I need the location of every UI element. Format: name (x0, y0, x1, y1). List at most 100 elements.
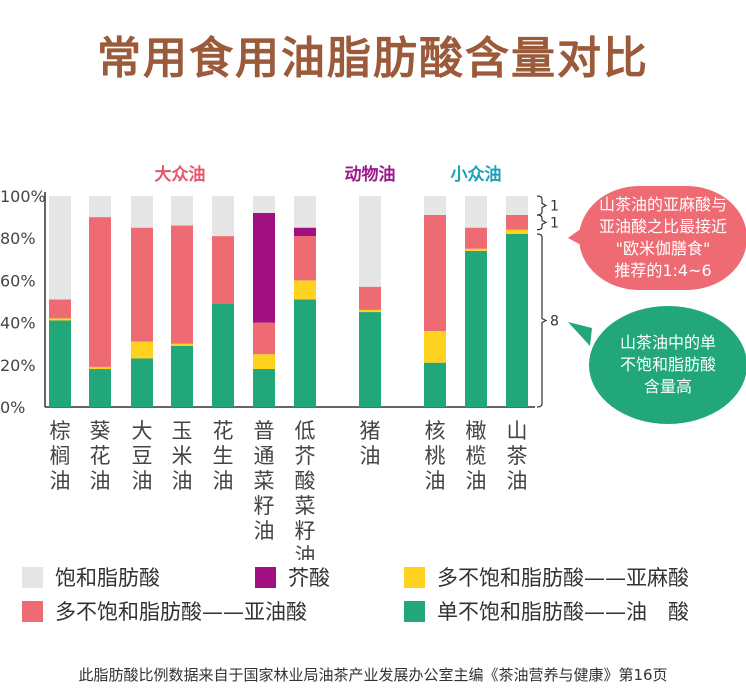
bar-segment (294, 299, 316, 407)
bar-segment (89, 369, 111, 407)
bar-segment (212, 303, 234, 407)
x-category-label: 菜 (295, 494, 316, 518)
annotation-bubble-monounsaturated: 山茶油中的单 不饱和脂肪酸 含量高 (589, 306, 746, 424)
x-category-label: 油 (295, 544, 316, 560)
legend-item-oleic: 单不饱和脂肪酸——油 酸 (404, 596, 689, 626)
bar-segment (465, 227, 487, 249)
bar-segment (89, 366, 111, 370)
bracket-label: 1 (550, 215, 559, 231)
x-category-label: 山 (507, 419, 528, 443)
bar-segment (212, 196, 234, 237)
x-category-label: 油 (172, 469, 193, 493)
legend-swatch-saturated (22, 566, 43, 588)
bar-segment (506, 229, 528, 234)
annotation-bubble-ratio: 山茶油的亚麻酸与 亚油酸之比最接近 "欧米伽膳食" 推荐的1:4~6 (579, 186, 746, 290)
y-tick-label: 60% (0, 271, 36, 290)
bar-segment (294, 227, 316, 237)
bubble-bottom-line-1: 山茶油中的单 (619, 333, 716, 352)
bracket-label: 1 (550, 198, 559, 214)
x-category-label: 橄 (466, 419, 487, 443)
bar-segment (253, 354, 275, 370)
x-category-label: 生 (213, 444, 234, 468)
x-category-label: 油 (507, 469, 528, 493)
x-category-label: 油 (360, 444, 381, 468)
y-tick-label: 0% (0, 398, 25, 417)
x-category-label: 核 (425, 419, 446, 443)
y-tick-label: 40% (0, 314, 36, 333)
bubble-top-line-3: "欧米伽膳食" (615, 239, 711, 258)
bar-segment (171, 196, 193, 226)
bar-segment (253, 212, 275, 323)
bar-segment (359, 312, 381, 407)
legend-label-linolenic: 多不饱和脂肪酸——亚麻酸 (437, 566, 689, 590)
bar-segment (253, 322, 275, 355)
legend-item-erucic: 芥酸 (255, 562, 330, 592)
bar-segment (506, 233, 528, 407)
bar-segment (49, 299, 71, 319)
x-category-label: 芥 (295, 444, 316, 468)
bar-segment (131, 358, 153, 407)
x-category-label: 猪 (360, 419, 381, 443)
bar-segment (253, 369, 275, 407)
bar-segment (212, 236, 234, 304)
y-tick-label: 80% (0, 229, 36, 248)
bar-segment (294, 280, 316, 300)
x-category-label: 油 (466, 469, 487, 493)
bar-segment (359, 196, 381, 287)
bar-segment (424, 196, 446, 215)
x-category-label: 葵 (90, 419, 111, 443)
bar-segment (359, 286, 381, 310)
bar-segment (465, 196, 487, 228)
x-category-label: 油 (132, 469, 153, 493)
x-category-label: 酸 (295, 469, 316, 493)
bar-segment (171, 225, 193, 344)
legend-label-erucic: 芥酸 (288, 566, 330, 590)
legend-swatch-linoleic (22, 600, 43, 622)
legend-swatch-linolenic (404, 566, 425, 588)
bubble-bottom-line-2: 不饱和脂肪酸 (619, 355, 716, 374)
x-category-label: 菜 (254, 469, 275, 493)
bar-segment (424, 214, 446, 332)
bar-segment (294, 196, 316, 228)
x-category-label: 花 (213, 419, 234, 443)
x-category-label: 油 (90, 469, 111, 493)
legend-swatch-oleic (404, 600, 425, 622)
x-category-label: 油 (425, 469, 446, 493)
source-note: 此脂肪酸比例数据来自于国家林业局油茶产业发展办公室主编《茶油营养与健康》第16页 (78, 666, 668, 684)
bar-segment (465, 250, 487, 407)
bracket (536, 195, 548, 216)
x-category-label: 大 (132, 419, 153, 443)
x-category-label: 油 (213, 469, 234, 493)
group-label: 小众油 (451, 164, 502, 185)
bar-segment (49, 320, 71, 407)
bar-segment (424, 362, 446, 407)
bar-segment (253, 196, 275, 213)
bubble-top-line-2: 亚油酸之比最接近 (598, 217, 727, 236)
x-category-label: 桃 (425, 444, 446, 468)
bracket-label: 8 (550, 313, 559, 329)
bracket (536, 233, 548, 408)
x-category-label: 豆 (132, 444, 153, 468)
y-tick-label: 20% (0, 356, 36, 375)
legend-item-linoleic: 多不饱和脂肪酸——亚油酸 (22, 596, 307, 626)
bar-segment (131, 196, 153, 228)
bar-segment (171, 345, 193, 407)
x-category-label: 榈 (50, 444, 71, 468)
bar-segment (294, 236, 316, 281)
legend-swatch-erucic (255, 566, 276, 588)
legend-item-saturated: 饱和脂肪酸 (22, 562, 160, 592)
bar-segment (171, 343, 193, 346)
bubble-bottom-tail (568, 322, 592, 346)
x-category-label: 籽 (254, 494, 275, 518)
x-category-label: 棕 (50, 419, 71, 443)
x-category-label: 通 (254, 444, 275, 468)
bar-segment (506, 214, 528, 230)
x-category-label: 榄 (466, 444, 487, 468)
x-category-label: 玉 (172, 419, 193, 443)
bar-segment (131, 341, 153, 359)
legend-label-oleic: 单不饱和脂肪酸——油 酸 (437, 600, 689, 624)
bar-segment (131, 227, 153, 342)
x-category-label: 花 (90, 444, 111, 468)
bar-segment (359, 309, 381, 313)
x-category-label: 籽 (295, 519, 316, 543)
